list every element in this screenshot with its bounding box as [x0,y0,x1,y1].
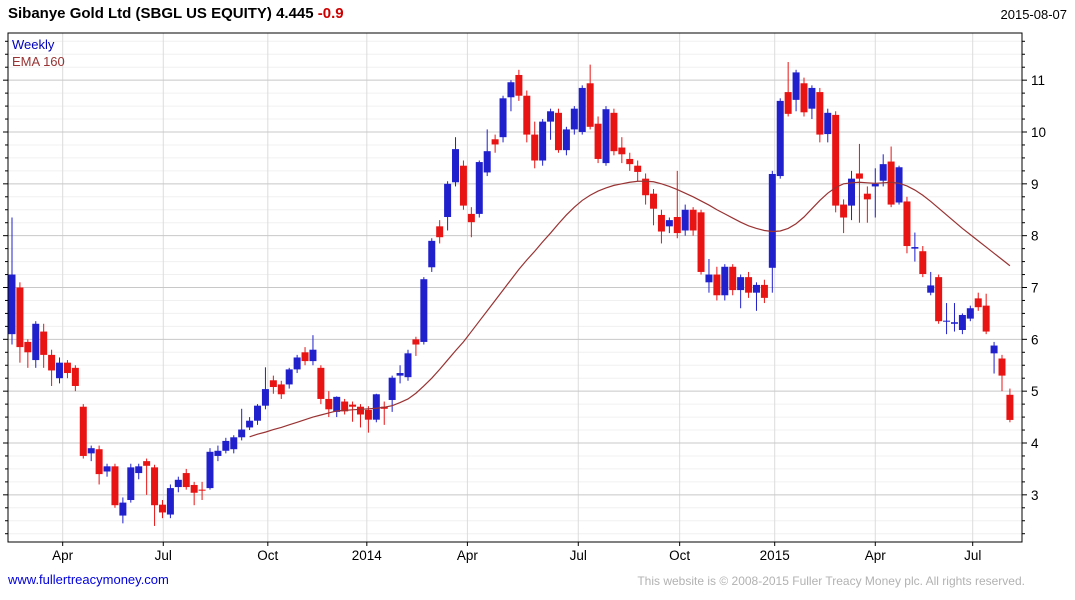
svg-text:Apr: Apr [457,548,479,563]
last-price: 4.445 [276,5,314,22]
svg-text:2014: 2014 [352,548,383,563]
svg-text:Apr: Apr [865,548,887,563]
svg-text:Apr: Apr [52,548,74,563]
svg-text:2015: 2015 [760,548,790,563]
chart-title: Sibanye Gold Ltd (SBGL US EQUITY) 4.445 … [8,5,344,22]
svg-text:Jul: Jul [155,548,172,563]
legend-ema-overlay: EMA 160 [12,54,65,69]
svg-text:Oct: Oct [669,548,690,563]
svg-text:10: 10 [1031,125,1046,140]
instrument-name: Sibanye Gold Ltd (SBGL US EQUITY) [8,5,272,22]
website-link[interactable]: www.fullertreacymoney.com [8,572,169,587]
svg-text:Oct: Oct [257,548,278,563]
date-label: 2015-08-07 [1000,7,1068,22]
svg-text:9: 9 [1031,177,1039,192]
svg-text:4: 4 [1031,436,1039,451]
svg-text:7: 7 [1031,281,1039,296]
price-change: -0.9 [317,5,344,22]
chart-legend: Weekly EMA 160 [12,36,65,70]
svg-text:8: 8 [1031,229,1039,244]
svg-text:Jul: Jul [570,548,587,563]
svg-text:Jul: Jul [964,548,981,563]
svg-text:3: 3 [1031,488,1039,503]
legend-timeframe: Weekly [12,37,55,52]
svg-text:11: 11 [1031,73,1045,88]
svg-text:5: 5 [1031,384,1039,399]
svg-text:6: 6 [1031,332,1039,347]
copyright-notice: This website is © 2008-2015 Fuller Treac… [637,574,1025,588]
